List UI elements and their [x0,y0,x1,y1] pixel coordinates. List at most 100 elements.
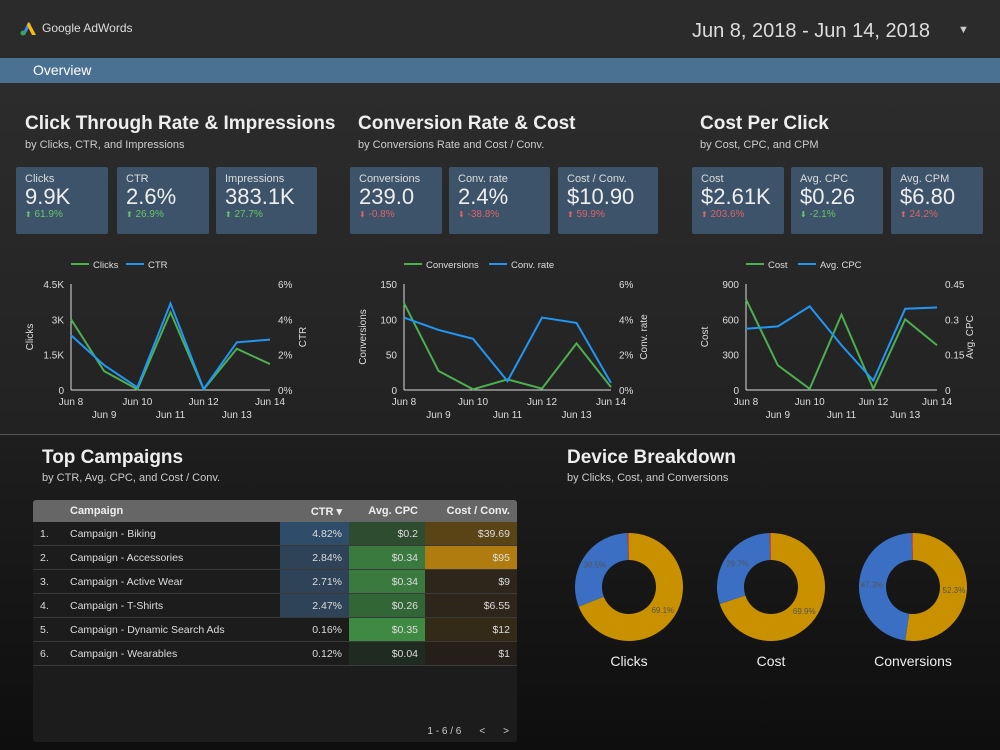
kpi-card: Avg. CPM $6.80 ⬆ 24.2% [891,167,983,234]
campaign-name: Campaign - Active Wear [70,575,184,588]
table-row[interactable]: 4. Campaign - T-Shirts 2.47% $0.26 $6.55 [33,594,517,618]
arrow-up-icon: ⬆ [225,210,232,219]
section-subtitle: by Conversions Rate and Cost / Conv. [358,139,545,151]
arrow-up-icon: ⬆ [900,210,907,219]
avg-cpc-cell: $0.34 [349,570,425,593]
campaign-name: Campaign - Wearables [70,647,178,660]
kpi-delta-value: 59.9% [576,209,605,220]
cost-conv-cell: $39.69 [425,522,517,545]
col-campaign[interactable]: Campaign [70,505,124,517]
campaign-name: Campaign - Dynamic Search Ads [70,623,225,636]
page-nav: Overview [0,58,1000,83]
campaigns-subtitle: by CTR, Avg. CPC, and Cost / Conv. [42,472,221,484]
ctr-cell: 0.12% [280,642,349,665]
kpi-delta: ⬆ 203.6% [701,209,775,220]
prev-page-button[interactable]: < [479,726,486,737]
page-range: 1 - 6 / 6 [427,726,462,737]
kpi-value: 2.6% [126,184,177,209]
kpi-card: Conv. rate 2.4% ⬇ -38.8% [449,167,550,234]
chevron-down-icon[interactable]: ▼ [958,24,969,36]
section-title: Click Through Rate & Impressions [25,113,336,134]
kpi-card: Cost $2.61K ⬆ 203.6% [692,167,784,234]
kpi-card: Conversions 239.0 ⬇ -0.8% [350,167,442,234]
kpi-label: Avg. CPM [900,173,950,185]
cost-conv-cell: $1 [425,642,517,665]
kpi-delta: ⬆ 24.2% [900,209,974,220]
kpi-delta: ⬆ 59.9% [567,209,649,220]
avg-cpc-cell: $0.34 [349,546,425,569]
kpi-value: 2.4% [458,184,509,209]
kpi-value: $2.61K [701,184,771,209]
donut-title: Conversions [874,653,952,669]
row-index: 4. [40,599,49,612]
tab-overview[interactable]: Overview [33,62,92,78]
kpi-label: Conv. rate [458,173,508,185]
adwords-logo-icon [20,22,36,36]
campaigns-table: Campaign CTR ▾ Avg. CPC Cost / Conv. 1. … [33,500,517,742]
kpi-value: $10.90 [567,184,635,209]
kpi-value: 383.1K [225,184,295,209]
row-index: 2. [40,551,49,564]
col-cost-conv[interactable]: Cost / Conv. [446,505,510,517]
ctr-cell: 2.71% [280,570,349,593]
row-index: 6. [40,647,49,660]
kpi-delta-value: 24.2% [909,209,938,220]
kpi-label: Cost [701,173,724,185]
top-panel [0,83,1000,435]
arrow-up-icon: ⬆ [126,210,133,219]
kpi-card: Avg. CPC $0.26 ⬇ -2.1% [791,167,883,234]
col-ctr[interactable]: CTR ▾ [310,505,342,518]
avg-cpc-cell: $0.04 [349,642,425,665]
row-index: 5. [40,623,49,636]
logo: Google AdWords [20,20,133,36]
kpi-delta-value: -38.8% [467,209,500,220]
donut-title: Clicks [610,653,648,669]
ctr-cell: 2.84% [280,546,349,569]
kpi-delta-value: 26.9% [135,209,164,220]
table-row[interactable]: 1. Campaign - Biking 4.82% $0.2 $39.69 [33,522,517,546]
section-title: Conversion Rate & Cost [358,113,576,134]
next-page-button[interactable]: > [503,726,509,737]
table-row[interactable]: 6. Campaign - Wearables 0.12% $0.04 $1 [33,642,517,666]
ctr-cell: 0.16% [280,618,349,641]
kpi-value: $0.26 [800,184,856,209]
kpi-card: Cost / Conv. $10.90 ⬆ 59.9% [558,167,658,234]
kpi-delta: ⬆ 61.9% [25,209,99,220]
campaign-name: Campaign - Biking [70,527,156,540]
campaign-name: Campaign - T-Shirts [70,599,164,612]
table-row[interactable]: 5. Campaign - Dynamic Search Ads 0.16% $… [33,618,517,642]
kpi-delta-value: 203.6% [710,209,745,220]
cost-conv-cell: $9 [425,570,517,593]
section-subtitle: by Clicks, CTR, and Impressions [25,139,185,151]
cost-conv-cell: $12 [425,618,517,641]
avg-cpc-cell: $0.26 [349,594,425,617]
kpi-value: $6.80 [900,184,956,209]
section-title: Cost Per Click [700,113,829,134]
header: Google AdWords Jun 8, 2018 - Jun 14, 201… [0,0,1000,58]
avg-cpc-cell: $0.2 [349,522,425,545]
campaign-name: Campaign - Accessories [70,551,184,564]
kpi-label: Cost / Conv. [567,173,627,185]
table-row[interactable]: 2. Campaign - Accessories 2.84% $0.34 $9… [33,546,517,570]
date-range-picker[interactable]: Jun 8, 2018 - Jun 14, 2018 [692,20,930,42]
kpi-label: Clicks [25,173,55,185]
kpi-value: 239.0 [359,184,415,209]
kpi-delta: ⬇ -0.8% [359,209,433,220]
donut-title: Cost [756,653,786,669]
logo-text: Google AdWords [42,21,133,35]
kpi-delta-value: -0.8% [368,209,395,220]
table-header: Campaign CTR ▾ Avg. CPC Cost / Conv. [33,500,517,522]
kpi-delta: ⬇ -2.1% [800,209,874,220]
arrow-up-icon: ⬆ [25,210,32,219]
pagination: 1 - 6 / 6 < > [427,726,509,737]
divider [0,434,1000,435]
kpi-delta: ⬆ 27.7% [225,209,308,220]
arrow-down-icon: ⬇ [800,210,807,219]
devices-subtitle: by Clicks, Cost, and Conversions [567,472,729,484]
kpi-label: CTR [126,173,149,185]
kpi-card: Clicks 9.9K ⬆ 61.9% [16,167,108,234]
col-avg-cpc[interactable]: Avg. CPC [368,505,418,517]
table-row[interactable]: 3. Campaign - Active Wear 2.71% $0.34 $9 [33,570,517,594]
kpi-delta-value: -2.1% [809,209,836,220]
ctr-cell: 2.47% [280,594,349,617]
